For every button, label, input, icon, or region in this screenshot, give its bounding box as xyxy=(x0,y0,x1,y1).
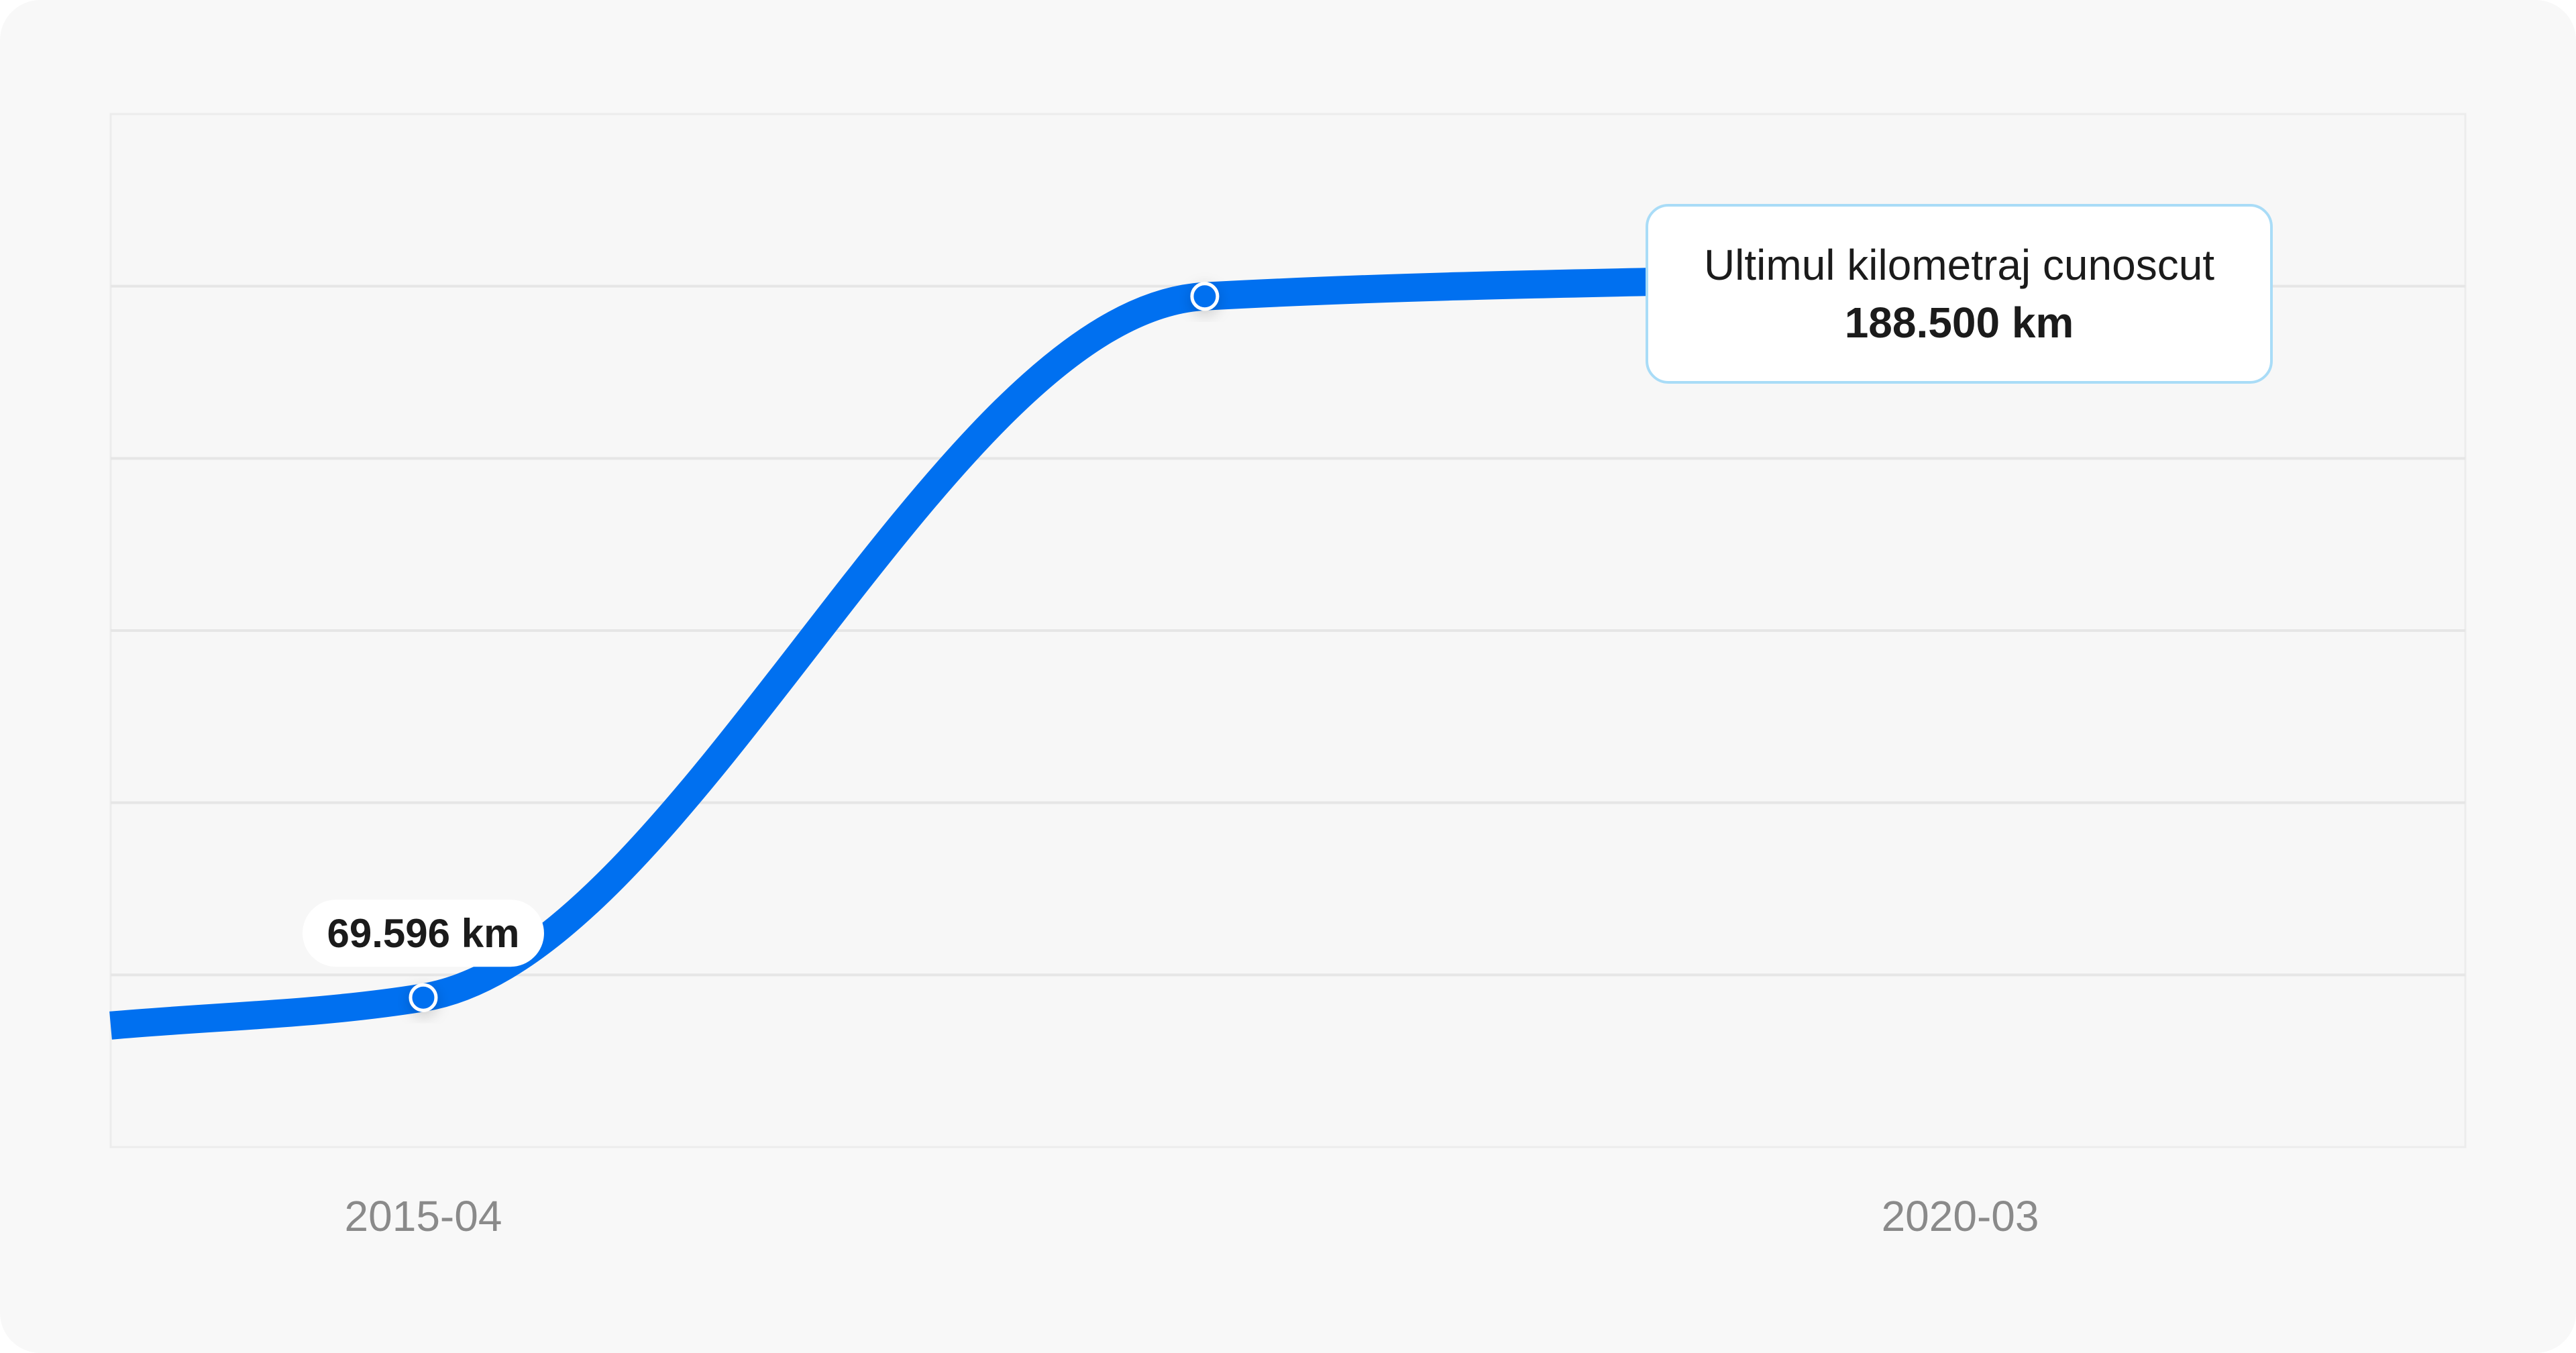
last-mileage-tooltip: Ultimul kilometraj cunoscut 188.500 km xyxy=(1646,204,2273,384)
point-label-text: 69.596 km xyxy=(327,911,520,956)
point-label-bubble xyxy=(302,900,544,967)
mileage-series-line xyxy=(109,261,1961,1040)
x-tick-label: 2015-04 xyxy=(345,1192,502,1240)
data-point-marker[interactable] xyxy=(409,983,438,1012)
x-tick-label: 2020-03 xyxy=(1882,1192,2039,1240)
data-point-marker[interactable] xyxy=(1190,282,1220,311)
series-line xyxy=(109,261,1961,1040)
tooltip-value: 188.500 km xyxy=(1844,299,2074,347)
x-axis-ticks: 2015-04 2020-03 xyxy=(345,1192,2039,1240)
tooltip-title: Ultimul kilometraj cunoscut xyxy=(1703,241,2215,289)
point-labels: 69.596 km xyxy=(302,900,544,967)
